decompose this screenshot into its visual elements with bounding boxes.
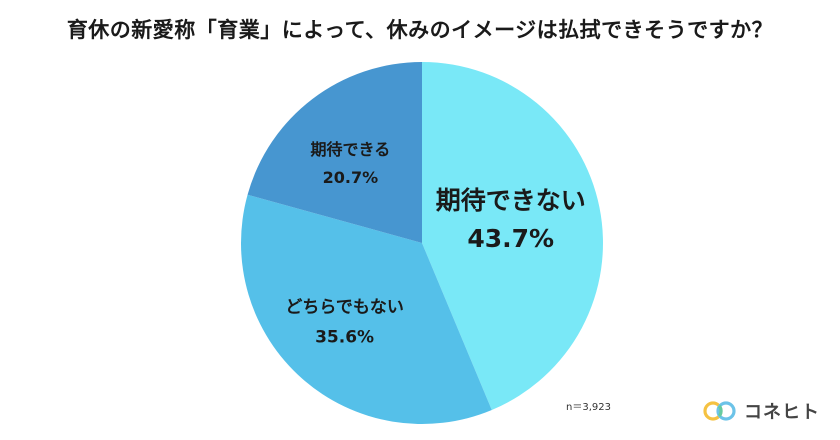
brand-logo: コネヒト [702, 398, 820, 424]
pie-labels: 期待できない 43.7% どちらでもない 35.6% 期待できる 20.7% [285, 140, 585, 348]
pie-slice [247, 62, 422, 243]
chart-title: 育休の新愛称「育業」によって、休みのイメージは払拭できそうですか？ [66, 18, 774, 42]
sample-size-note: n＝3,923 [566, 402, 611, 413]
slice-name-label: 期待できる [311, 140, 391, 159]
pie-slice [241, 194, 492, 424]
brand-name: コネヒト [744, 402, 820, 423]
brand-rings-icon [703, 401, 736, 421]
pie-slices [241, 62, 603, 424]
slice-value-label: 20.7% [323, 168, 379, 187]
slice-value-label: 43.7% [467, 224, 554, 253]
pie-slice [422, 62, 603, 410]
slice-name-label: 期待できない [436, 186, 586, 215]
slice-name-label: どちらでもない [285, 298, 404, 318]
slice-value-label: 35.6% [315, 328, 374, 348]
